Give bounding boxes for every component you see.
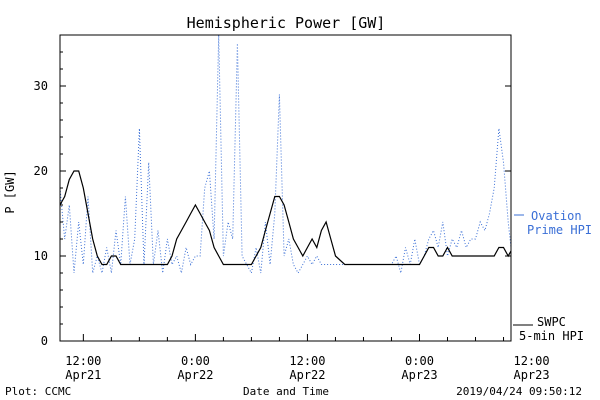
y-tick-label: 10 <box>34 249 48 263</box>
x-tick-label-time: 12:00 <box>289 354 325 368</box>
x-tick-label-date: Apr21 <box>65 368 101 382</box>
axis-layer: 010203012:00Apr210:00Apr2212:00Apr220:00… <box>34 51 550 382</box>
legend-ovation: Ovation Prime HPI <box>514 209 592 237</box>
legend-swpc-label-line1: SWPC <box>537 315 566 329</box>
y-tick-label: 20 <box>34 164 48 178</box>
x-tick-label-time: 0:00 <box>181 354 210 368</box>
legend-swpc-label-line2: 5-min HPI <box>519 329 584 343</box>
x-tick-label-date: Apr22 <box>177 368 213 382</box>
y-tick-label: 0 <box>41 334 48 348</box>
x-tick-label-date: Apr23 <box>513 368 549 382</box>
x-tick-label-date: Apr22 <box>289 368 325 382</box>
legend-ovation-label-line1: Ovation <box>531 209 582 223</box>
plot-frame <box>59 34 512 342</box>
series-line-swpc <box>60 170 511 266</box>
legend-swpc: SWPC 5-min HPI <box>513 315 584 343</box>
chart-title: Hemispheric Power [GW] <box>187 14 386 32</box>
plot-timestamp: 2019/04/24 09:50:12 <box>456 385 582 398</box>
x-tick-label-time: 12:00 <box>513 354 549 368</box>
series-line-ovation-prime <box>60 35 511 275</box>
y-tick-label: 30 <box>34 79 48 93</box>
plot-credit: Plot: CCMC <box>5 385 71 398</box>
series-layer <box>60 35 511 275</box>
x-tick-label-time: 12:00 <box>65 354 101 368</box>
legend-ovation-label-line2: Prime HPI <box>527 223 592 237</box>
y-axis-label: P [GW] <box>3 170 17 213</box>
x-tick-label-date: Apr23 <box>401 368 437 382</box>
x-axis-label: Date and Time <box>243 385 329 398</box>
x-tick-label-time: 0:00 <box>405 354 434 368</box>
